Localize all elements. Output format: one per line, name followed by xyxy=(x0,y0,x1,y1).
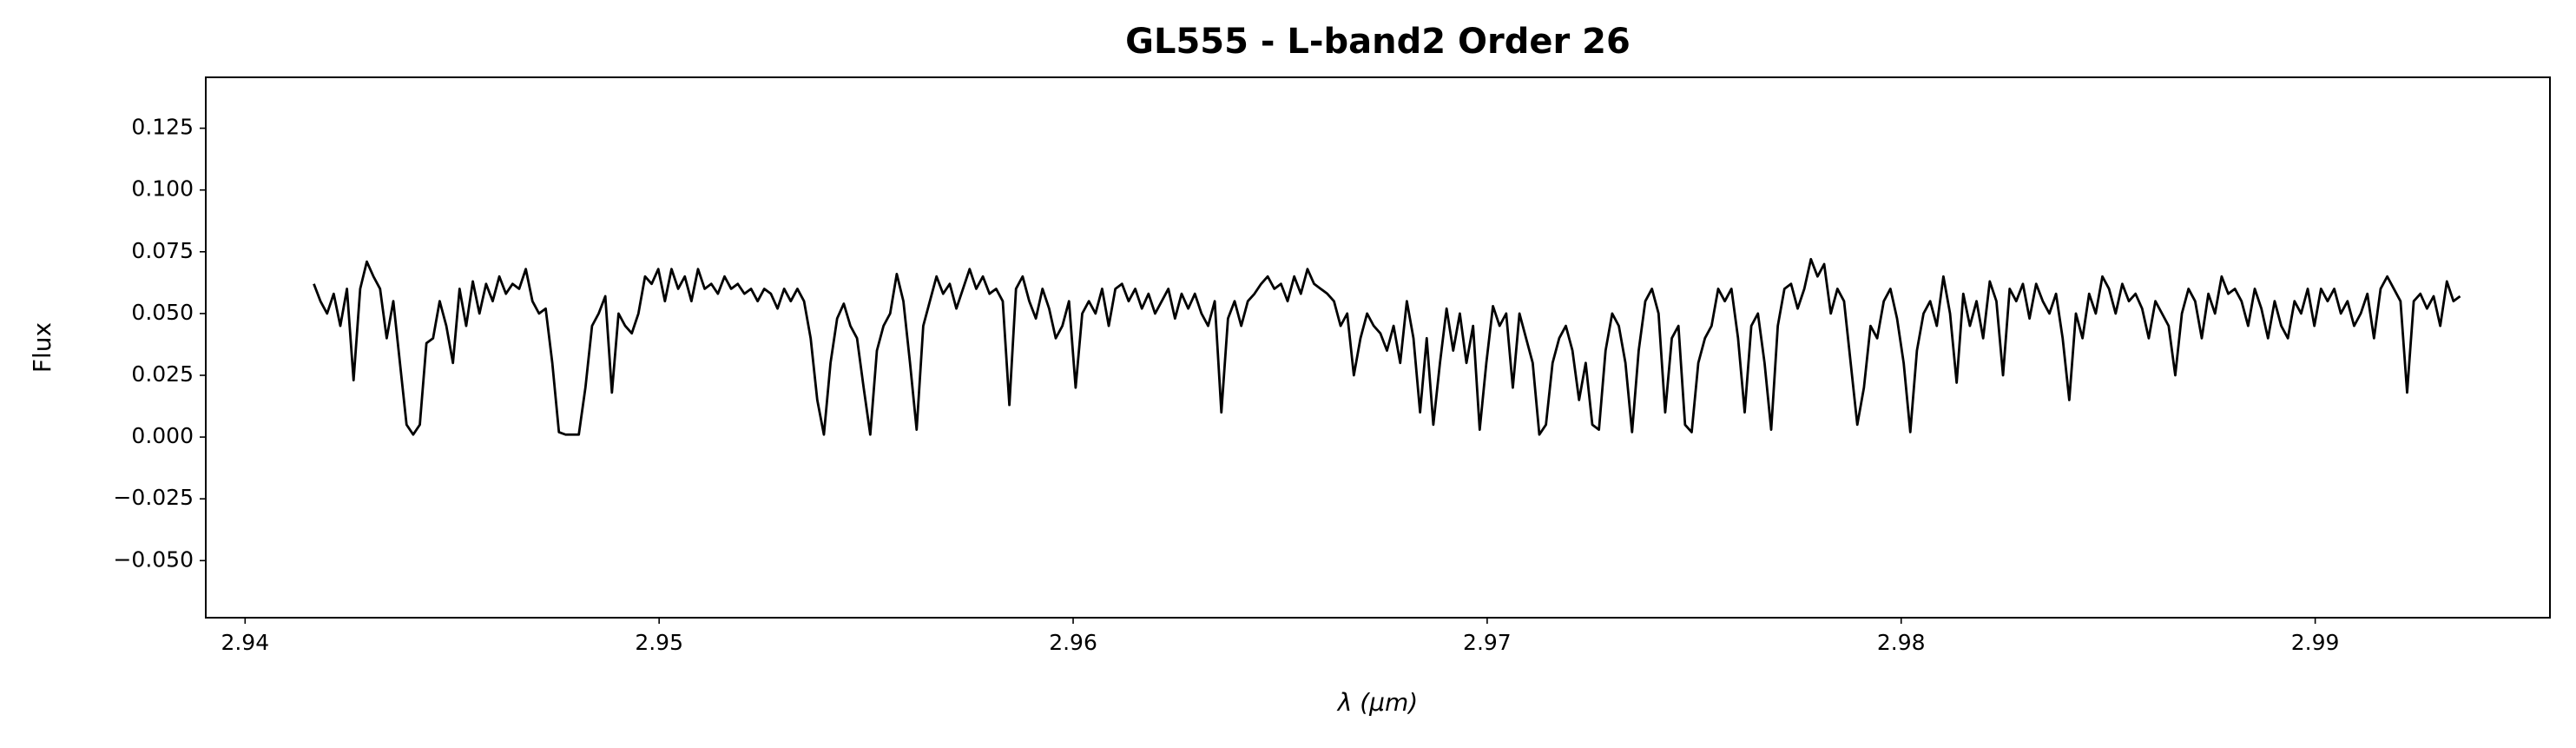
x-tick-label: 2.94 xyxy=(221,630,269,655)
y-tick-label: 0.025 xyxy=(131,361,194,387)
y-tick-label: 0.100 xyxy=(131,176,194,202)
data-line xyxy=(313,257,2461,436)
chart-title: GL555 - L-band2 Order 26 xyxy=(1125,22,1631,62)
y-tick-label: 0.075 xyxy=(131,238,194,263)
x-axis-label: λ (μm) xyxy=(1336,688,1418,717)
x-tick-label: 2.98 xyxy=(1877,630,1926,655)
x-tick-label: 2.99 xyxy=(2291,630,2340,655)
y-tick-label: 0.050 xyxy=(131,300,194,325)
y-tick-label: 0.125 xyxy=(131,115,194,140)
y-tick-label: 0.000 xyxy=(131,423,194,448)
y-tick-label: −0.025 xyxy=(113,485,194,510)
y-axis-label: Flux xyxy=(28,322,56,373)
x-tick-label: 2.95 xyxy=(635,630,683,655)
x-tick-label: 2.96 xyxy=(1049,630,1097,655)
x-tick-label: 2.97 xyxy=(1463,630,1512,655)
plot-frame xyxy=(205,76,2551,619)
y-tick-label: −0.050 xyxy=(113,546,194,572)
